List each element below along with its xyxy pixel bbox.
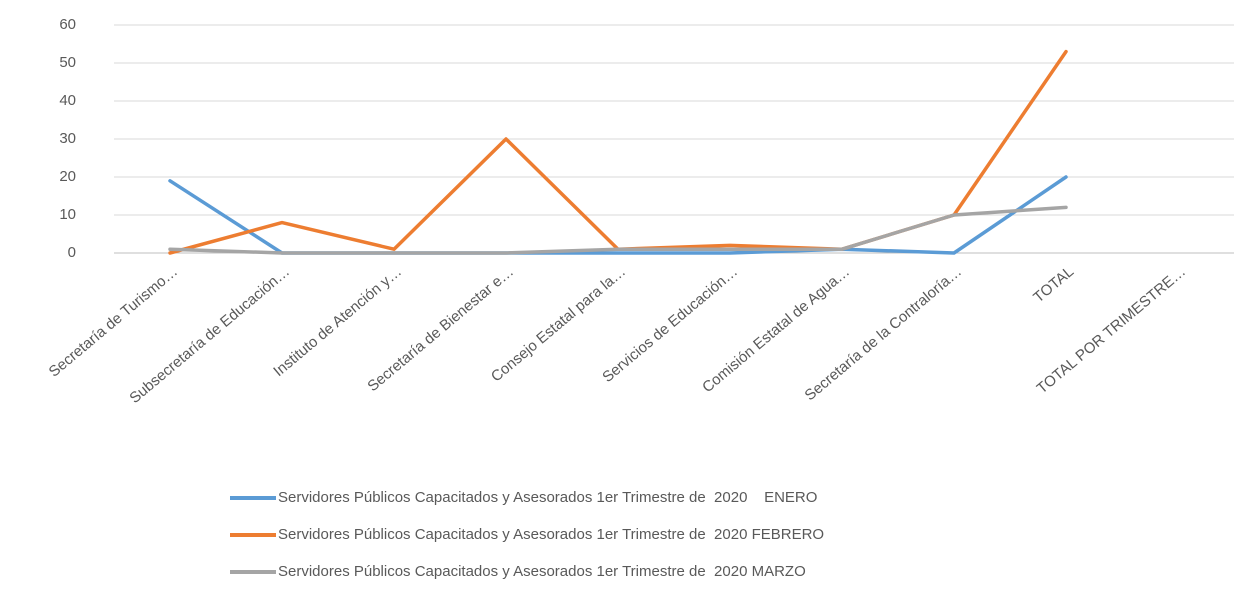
y-tick-label: 40 bbox=[59, 92, 76, 109]
x-tick-label: Instituto de Atención y… bbox=[270, 263, 405, 380]
y-tick-label: 0 bbox=[68, 244, 76, 261]
legend-label: Servidores Públicos Capacitados y Asesor… bbox=[278, 563, 806, 580]
y-tick-label: 50 bbox=[59, 54, 76, 71]
x-tick-label: TOTAL bbox=[1030, 263, 1077, 306]
y-tick-label: 10 bbox=[59, 206, 76, 223]
legend-label: Servidores Públicos Capacitados y Asesor… bbox=[278, 489, 817, 506]
y-tick-label: 60 bbox=[59, 16, 76, 33]
y-tick-label: 20 bbox=[59, 168, 76, 185]
x-tick-label: Secretaría de Turismo… bbox=[46, 263, 181, 381]
legend-label: Servidores Públicos Capacitados y Asesor… bbox=[278, 526, 824, 543]
y-tick-label: 30 bbox=[59, 130, 76, 147]
series-line bbox=[168, 205, 1068, 255]
